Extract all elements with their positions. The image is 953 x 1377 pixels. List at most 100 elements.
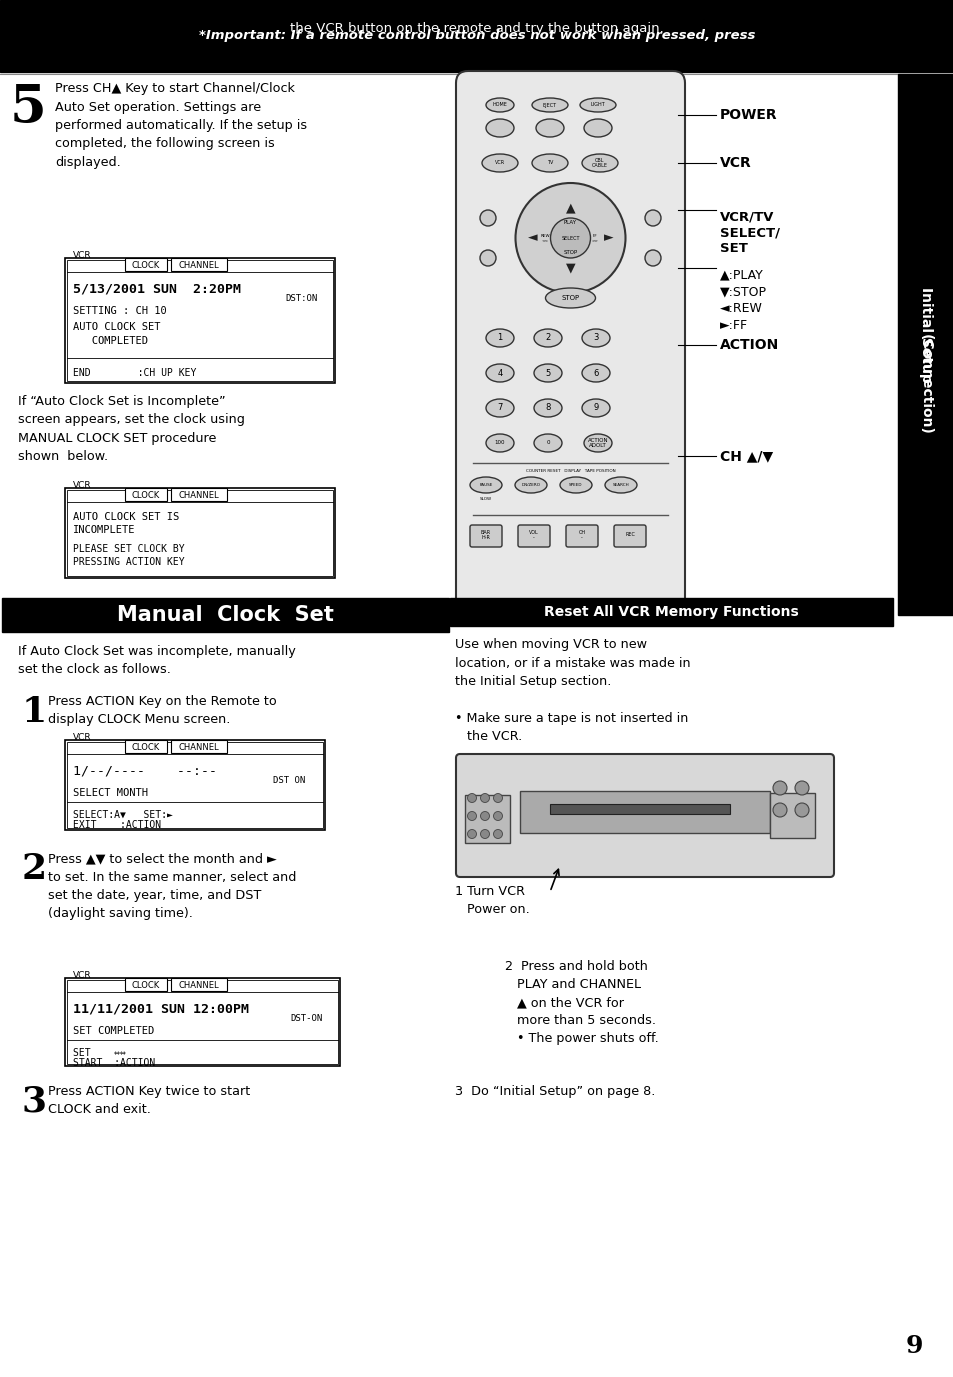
Text: BAR
H-R: BAR H-R bbox=[480, 530, 491, 540]
Bar bbox=[67, 490, 333, 576]
Circle shape bbox=[480, 811, 489, 821]
Ellipse shape bbox=[485, 434, 514, 452]
Text: Initial Setup: Initial Setup bbox=[918, 286, 932, 383]
FancyBboxPatch shape bbox=[614, 525, 645, 547]
Bar bbox=[897, 74, 953, 616]
Text: TV: TV bbox=[546, 161, 553, 165]
Text: VCR/TV
SELECT/
SET: VCR/TV SELECT/ SET bbox=[720, 211, 780, 255]
Text: PAUSE: PAUSE bbox=[478, 483, 492, 487]
FancyBboxPatch shape bbox=[565, 525, 598, 547]
Text: SPEED: SPEED bbox=[569, 483, 582, 487]
Text: 9: 9 bbox=[904, 1334, 922, 1358]
Text: LIGHT: LIGHT bbox=[590, 102, 605, 107]
Text: SETTING : CH 10: SETTING : CH 10 bbox=[73, 306, 167, 315]
Ellipse shape bbox=[534, 364, 561, 381]
Ellipse shape bbox=[485, 118, 514, 136]
Circle shape bbox=[467, 811, 476, 821]
Bar bbox=[2, 598, 449, 632]
Ellipse shape bbox=[515, 476, 546, 493]
Text: ACTION
ADOLT: ACTION ADOLT bbox=[587, 438, 608, 448]
FancyBboxPatch shape bbox=[456, 72, 684, 616]
Text: CLOCK: CLOCK bbox=[132, 980, 160, 990]
Circle shape bbox=[467, 829, 476, 839]
Circle shape bbox=[479, 251, 496, 266]
Ellipse shape bbox=[583, 434, 612, 452]
Text: 6: 6 bbox=[593, 369, 598, 377]
Text: ▼: ▼ bbox=[565, 262, 575, 274]
Text: CHANNEL: CHANNEL bbox=[178, 260, 219, 270]
Text: the VCR button on the remote and try the button again.: the VCR button on the remote and try the… bbox=[290, 22, 663, 34]
Text: CHANNEL: CHANNEL bbox=[178, 490, 219, 500]
Bar bbox=[550, 804, 729, 814]
Circle shape bbox=[493, 829, 502, 839]
FancyBboxPatch shape bbox=[517, 525, 550, 547]
Text: Press ACTION Key twice to start
CLOCK and exit.: Press ACTION Key twice to start CLOCK an… bbox=[48, 1085, 250, 1115]
Bar bbox=[0, 0, 953, 72]
Text: 11/11/2001 SUN 12:00PM: 11/11/2001 SUN 12:00PM bbox=[73, 1002, 249, 1015]
Ellipse shape bbox=[534, 399, 561, 417]
Ellipse shape bbox=[583, 118, 612, 136]
Text: REC: REC bbox=[624, 533, 635, 537]
Text: REW
<<: REW << bbox=[540, 234, 550, 242]
Text: CH
-: CH - bbox=[578, 530, 585, 540]
Text: DST-ON: DST-ON bbox=[290, 1013, 322, 1023]
Text: CHANNEL: CHANNEL bbox=[178, 742, 219, 752]
Text: DN/ZERO: DN/ZERO bbox=[521, 483, 540, 487]
Text: EXIT    :ACTION: EXIT :ACTION bbox=[73, 819, 161, 830]
Text: SEARCH: SEARCH bbox=[612, 483, 629, 487]
Text: If Auto Clock Set was incomplete, manually
set the clock as follows.: If Auto Clock Set was incomplete, manual… bbox=[18, 644, 295, 676]
Circle shape bbox=[794, 803, 808, 817]
Text: VCR: VCR bbox=[495, 161, 504, 165]
Bar bbox=[65, 978, 339, 1066]
Bar bbox=[171, 257, 227, 271]
Ellipse shape bbox=[470, 476, 501, 493]
Text: PLAY: PLAY bbox=[563, 220, 577, 226]
Text: 4: 4 bbox=[497, 369, 502, 377]
Text: COMPLETED: COMPLETED bbox=[73, 336, 148, 346]
Text: FF
>>: FF >> bbox=[592, 234, 598, 242]
Text: 1: 1 bbox=[497, 333, 502, 343]
Text: 2  Press and hold both
   PLAY and CHANNEL
   ▲ on the VCR for
   more than 5 se: 2 Press and hold both PLAY and CHANNEL ▲… bbox=[504, 960, 659, 1045]
Text: Use when moving VCR to new
location, or if a mistake was made in
the Initial Set: Use when moving VCR to new location, or … bbox=[455, 638, 690, 688]
Text: 7: 7 bbox=[497, 403, 502, 413]
Bar bbox=[67, 742, 323, 828]
Ellipse shape bbox=[534, 329, 561, 347]
Text: ►: ► bbox=[603, 231, 613, 245]
Text: 5/13/2001 SUN  2:20PM: 5/13/2001 SUN 2:20PM bbox=[73, 282, 241, 295]
Ellipse shape bbox=[604, 476, 637, 493]
Text: Manual  Clock  Set: Manual Clock Set bbox=[116, 605, 334, 625]
Ellipse shape bbox=[545, 288, 595, 308]
Text: ◄: ◄ bbox=[527, 231, 537, 245]
Ellipse shape bbox=[485, 364, 514, 381]
Text: SELECT MONTH: SELECT MONTH bbox=[73, 788, 148, 799]
Text: 1 Turn VCR
   Power on.: 1 Turn VCR Power on. bbox=[455, 885, 529, 916]
Text: 3: 3 bbox=[22, 1085, 47, 1120]
FancyBboxPatch shape bbox=[456, 755, 833, 877]
Text: 100: 100 bbox=[495, 441, 505, 446]
Ellipse shape bbox=[559, 476, 592, 493]
Text: ACTION: ACTION bbox=[720, 337, 779, 353]
Ellipse shape bbox=[534, 434, 561, 452]
Text: VCR: VCR bbox=[73, 733, 91, 742]
Bar bbox=[171, 487, 227, 501]
Text: VCR: VCR bbox=[73, 971, 91, 980]
Text: POWER: POWER bbox=[720, 107, 777, 123]
Circle shape bbox=[550, 218, 590, 257]
Text: • Make sure a tape is not inserted in
   the VCR.: • Make sure a tape is not inserted in th… bbox=[455, 712, 688, 744]
Ellipse shape bbox=[581, 329, 609, 347]
Text: 3: 3 bbox=[593, 333, 598, 343]
Bar bbox=[67, 260, 333, 381]
Bar bbox=[769, 793, 814, 839]
Text: VCR: VCR bbox=[73, 481, 91, 490]
Text: 2: 2 bbox=[545, 333, 550, 343]
Text: 1: 1 bbox=[22, 695, 48, 728]
Text: ▲: ▲ bbox=[565, 201, 575, 215]
Text: 8: 8 bbox=[545, 403, 550, 413]
Text: START  :ACTION: START :ACTION bbox=[73, 1058, 155, 1069]
Bar bbox=[125, 739, 167, 753]
Text: STOP: STOP bbox=[561, 295, 579, 302]
Ellipse shape bbox=[581, 154, 618, 172]
Circle shape bbox=[515, 183, 625, 293]
Text: SLOW: SLOW bbox=[479, 497, 492, 501]
Text: AUTO CLOCK SET: AUTO CLOCK SET bbox=[73, 322, 160, 332]
